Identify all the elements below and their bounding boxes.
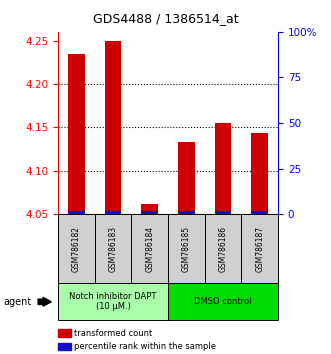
Text: GSM786183: GSM786183: [109, 225, 118, 272]
Bar: [252, 211, 268, 214]
Bar: [215, 211, 231, 214]
Bar: [105, 41, 121, 214]
Text: GDS4488 / 1386514_at: GDS4488 / 1386514_at: [93, 12, 238, 25]
Text: GSM786186: GSM786186: [218, 225, 227, 272]
Bar: [252, 133, 268, 214]
Bar: [178, 211, 195, 214]
Bar: [141, 204, 158, 214]
Text: DMSO control: DMSO control: [194, 297, 252, 306]
Bar: [68, 53, 84, 214]
Text: GSM786182: GSM786182: [72, 226, 81, 272]
Bar: [141, 211, 158, 214]
Bar: [68, 211, 84, 214]
Text: GSM786185: GSM786185: [182, 225, 191, 272]
Text: percentile rank within the sample: percentile rank within the sample: [74, 342, 216, 351]
Bar: [178, 142, 195, 214]
Bar: [215, 123, 231, 214]
Text: transformed count: transformed count: [74, 329, 153, 338]
Bar: [105, 211, 121, 214]
Text: agent: agent: [3, 297, 31, 307]
Text: GSM786184: GSM786184: [145, 225, 154, 272]
Text: GSM786187: GSM786187: [255, 225, 264, 272]
Text: Notch inhibitor DAPT
(10 μM.): Notch inhibitor DAPT (10 μM.): [69, 292, 157, 312]
